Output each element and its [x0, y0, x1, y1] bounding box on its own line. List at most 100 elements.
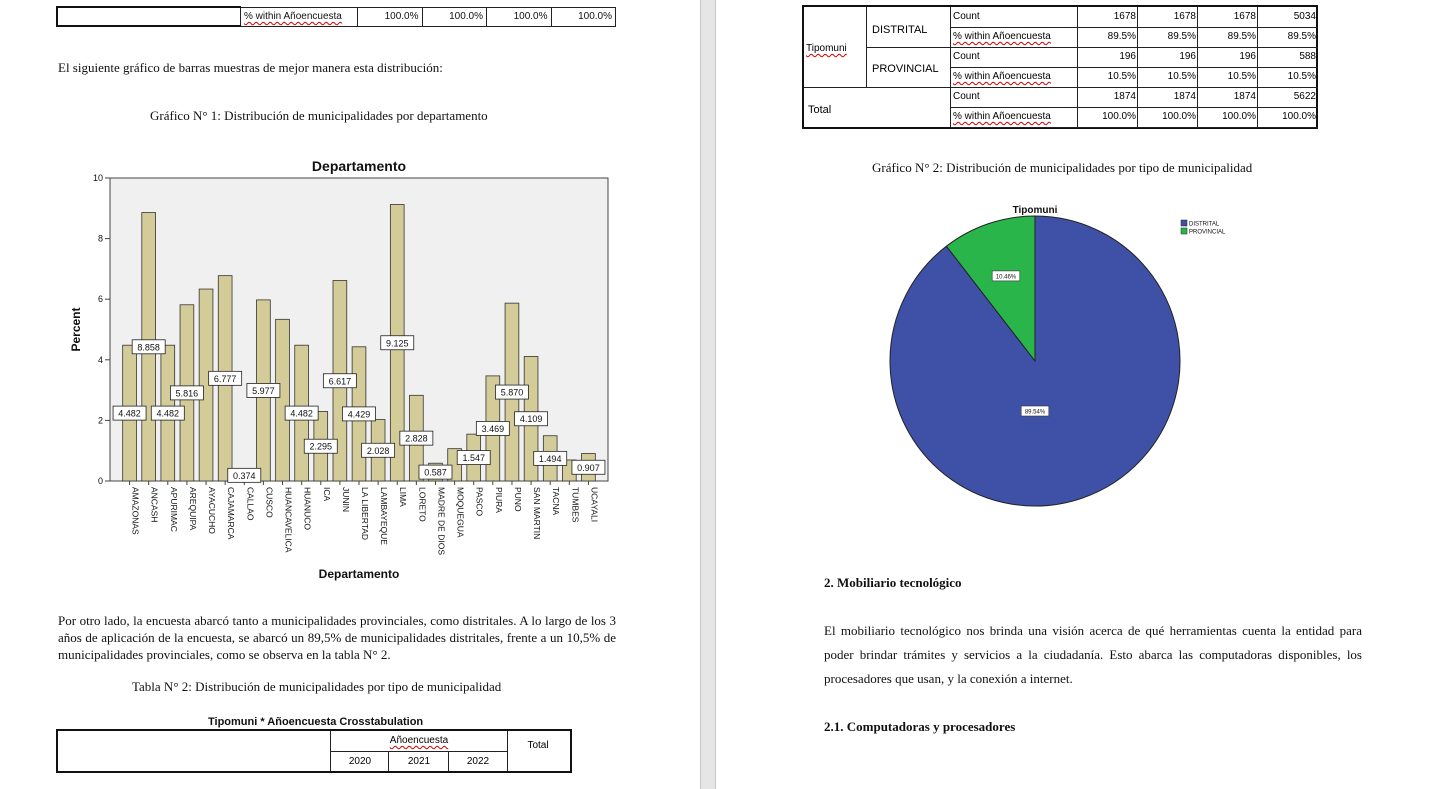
data-label-box: [514, 411, 548, 427]
data-label: 0.374: [233, 471, 256, 481]
data-label: 1.547: [462, 453, 485, 463]
pie-title: Tipomuni: [1013, 205, 1058, 216]
stat-value: 196: [1137, 47, 1198, 68]
x-tick-label: AMAZONAS: [131, 487, 141, 535]
top-table-fragment: % within Añoencuesta 100.0% 100.0% 100.0…: [56, 6, 616, 27]
stat-value: 1874: [1077, 87, 1138, 108]
stat-value: 89.5%: [1257, 27, 1318, 48]
x-tick-label: HUANUCO: [303, 487, 313, 530]
x-tick-label: TUMBES: [570, 487, 580, 523]
crosstab-year: 2022: [448, 752, 508, 771]
data-label-box: [380, 335, 415, 351]
section-paragraph: El mobiliario tecnológico nos brinda una…: [824, 623, 1362, 686]
crosstab-table: Añoencuesta Total 2020 2021 2022: [56, 729, 572, 773]
data-label: 4.482: [118, 409, 141, 419]
stat-value: 196: [1197, 47, 1258, 68]
x-tick-label: LIMA: [398, 487, 408, 507]
data-label: 9.125: [386, 338, 409, 348]
data-label: 4.429: [348, 409, 371, 419]
subsection-heading: 2.1. Computadoras y procesadores: [824, 719, 1016, 734]
pie-label-box: [1020, 405, 1050, 417]
group-label: PROVINCIAL: [872, 63, 939, 75]
x-tick-label: LAMBAYEQUE: [379, 487, 389, 545]
group-label: DISTRITAL: [872, 24, 928, 36]
chart-title: Departamento: [312, 158, 406, 174]
data-label: 3.469: [482, 424, 505, 434]
stat-value: 1678: [1197, 7, 1258, 28]
data-label: 5.977: [252, 386, 275, 396]
x-tick-label: APURIMAC: [169, 487, 179, 532]
x-tick-label: AREQUIPA: [188, 487, 198, 531]
x-tick-label: CUSCO: [264, 487, 274, 518]
stat-label: % within Añoencuesta: [951, 67, 1077, 88]
stat-value: 1874: [1197, 87, 1258, 108]
stat-value: 10.5%: [1137, 67, 1198, 88]
data-label-box: [284, 405, 319, 421]
data-label-box: [208, 370, 243, 386]
x-axis-label: Departamento: [319, 567, 400, 581]
x-tick-label: MADRE DE DIOS: [436, 487, 446, 555]
page-divider: [700, 0, 716, 789]
data-label: 2.295: [309, 442, 332, 452]
stat-value: 100.0%: [1257, 107, 1318, 128]
data-label: 6.777: [214, 374, 237, 384]
stat-value: 1874: [1137, 87, 1198, 108]
data-label-box: [495, 384, 529, 400]
stat-value: 196: [1077, 47, 1138, 68]
bar-chart: Departamento 0 2 4 6 8 10 Percent AMAZONAS ANCASH…: [69, 158, 609, 581]
data-label: 0.587: [424, 468, 447, 478]
data-label-box: [170, 385, 204, 401]
pie-label-box: [991, 270, 1021, 282]
crosstab-title: Tipomuni * Añoencuesta Crosstabulation: [208, 716, 424, 728]
x-tick-label: SAN MARTIN: [532, 487, 542, 539]
x-tick-label: LORETO: [417, 487, 427, 522]
x-tick-label: HUANCAVELICA: [284, 487, 294, 553]
data-label-box: [533, 450, 568, 466]
crosstab-year: 2020: [330, 752, 389, 771]
row-stat: % within Añoencuesta: [240, 6, 358, 27]
pie-label: 89.54%: [1025, 410, 1046, 416]
stat-value: 1678: [1077, 7, 1138, 28]
data-label-box: [303, 438, 338, 454]
data-label: 2.028: [367, 446, 390, 456]
data-label-box: [150, 405, 185, 421]
data-label: 2.828: [405, 434, 428, 444]
stat-value: 89.5%: [1197, 27, 1258, 48]
data-label-box: [342, 406, 376, 422]
data-label-box: [399, 430, 434, 446]
crosstab-year: 2021: [388, 752, 449, 771]
stat-value: 89.5%: [1137, 27, 1198, 48]
legend-label: DISTRITAL: [1189, 222, 1220, 228]
y-tick-label: 4: [98, 355, 103, 365]
stat-label: % within Añoencuesta: [951, 27, 1077, 48]
y-axis-label: Percent: [69, 307, 83, 351]
pie-label: 10.46%: [996, 274, 1017, 280]
stat-label: Count: [951, 87, 1077, 108]
y-tick-label: 6: [98, 294, 103, 304]
y-tick-label: 0: [98, 476, 103, 486]
data-label: 5.816: [176, 388, 199, 398]
body-paragraph: Por otro lado, la encuesta abarcó tanto …: [58, 613, 616, 662]
data-label-box: [322, 373, 357, 389]
data-label-box: [475, 421, 510, 436]
stat-value: 100.0%: [1077, 107, 1138, 128]
stat-value: 100.0%: [1197, 107, 1258, 128]
stat-value: 1678: [1137, 7, 1198, 28]
x-tick-label: AYACUCHO: [207, 487, 217, 534]
data-label-box: [112, 405, 147, 421]
table-caption-2: Tabla N° 2: Distribución de municipalida…: [132, 679, 502, 694]
stat-value: 100.0%: [1137, 107, 1198, 128]
stat-label: Count: [951, 47, 1077, 68]
stat-label: Count: [951, 7, 1077, 28]
data-label: 4.482: [290, 409, 313, 419]
stat-label: % within Añoencuesta: [951, 107, 1077, 128]
section-heading: 2. Mobiliario tecnológico: [824, 575, 962, 590]
figure-caption-2: Gráfico N° 2: Distribución de municipali…: [872, 160, 1253, 175]
data-label: 4.109: [520, 414, 543, 424]
data-label-box: [456, 450, 491, 465]
stat-value: 5034: [1257, 7, 1318, 28]
x-tick-label: UCAYALI: [589, 487, 599, 522]
crosstab-total-header: Total: [527, 740, 549, 751]
group-label: Total: [808, 104, 832, 116]
x-tick-label: ANCASH: [150, 487, 160, 522]
